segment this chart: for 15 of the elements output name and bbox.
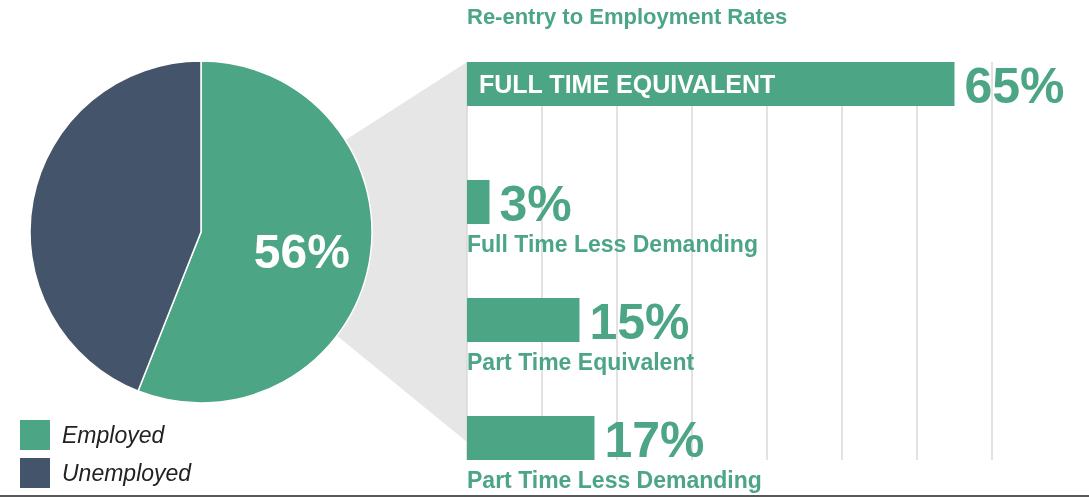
bar bbox=[467, 416, 595, 460]
legend-label: Unemployed bbox=[62, 460, 193, 486]
data-label: 15% bbox=[589, 294, 690, 350]
data-label: 56% bbox=[253, 224, 350, 278]
chart-title: Re-entry to Employment Rates bbox=[467, 4, 788, 29]
data-label: 17% bbox=[604, 412, 705, 468]
legend-label: Employed bbox=[62, 422, 166, 448]
y-tick-label: Full Time Less Demanding bbox=[467, 231, 758, 257]
y-tick-label: Part Time Equivalent bbox=[467, 349, 695, 375]
y-tick-label: FULL TIME EQUIVALENT bbox=[479, 70, 776, 98]
bar bbox=[467, 298, 580, 342]
data-label: 65% bbox=[964, 58, 1065, 114]
y-tick-label: Part Time Less Demanding bbox=[467, 467, 762, 493]
data-label: 3% bbox=[499, 176, 572, 232]
bar bbox=[467, 180, 490, 224]
